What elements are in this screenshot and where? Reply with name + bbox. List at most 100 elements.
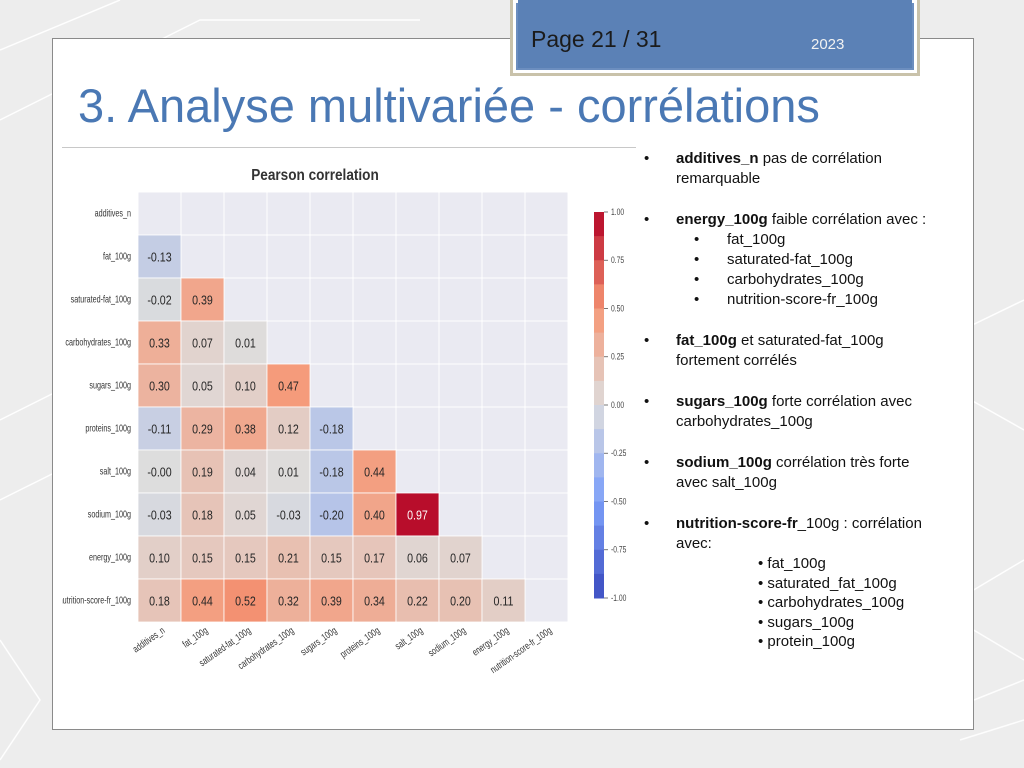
bullet-text: faible corrélation avec : [767,211,927,228]
cell-value-label: -0.02 [147,292,171,307]
colorbar-tick-label: -0.75 [611,545,627,555]
cell-value-label: 0.40 [364,507,385,522]
bullet-keyword: sugars_100g [676,393,768,410]
colorbar-segment [594,549,604,575]
cell-value-label: 0.39 [321,593,342,608]
sub-bullet-text: fat_100g [727,231,786,248]
heatmap-cell [309,449,354,494]
y-tick-label: proteins_100g [85,422,131,433]
bullet-dot: • [644,393,650,410]
bullet-text: et saturated-fat_100g fortement corrélés [676,332,884,369]
colorbar-segment [594,332,604,358]
heatmap-cell [309,578,354,623]
bullet-keyword: nutrition-score-fr [676,515,798,532]
cell-value-label: 0.17 [364,550,385,565]
colorbar-segment [594,212,604,237]
bullet-item: • energy_100g faible corrélation avec : • f… [644,210,944,310]
sub-bullet-text: saturated-fat_100g [727,251,853,268]
bullet-keyword: fat_100g [676,332,737,349]
y-tick-label: carbohydrates_100g [65,336,131,347]
heatmap-cell [309,406,354,451]
heatmap-cell [223,449,268,494]
cell-value-label: 0.05 [192,378,213,393]
bullet-dot: • [644,454,650,471]
y-tick-label: fat_100g [103,250,131,261]
heatmap-cell [180,320,225,365]
cell-value-label: 0.33 [149,335,170,350]
colorbar-segment [594,236,604,261]
cell-value-label: 0.12 [278,421,299,436]
page-year: 2023 [811,36,845,53]
heatmap-cell [180,449,225,494]
heatmap-cell [352,578,397,623]
cell-value-label: 0.01 [235,335,256,350]
cell-value-label: 0.06 [407,550,428,565]
colorbar-segment [594,356,604,382]
bullet-keyword: energy_100g [676,211,768,228]
cell-value-label: 0.18 [192,507,213,522]
heatmap-cell [438,535,483,580]
cell-value-label: 0.47 [278,378,299,393]
bullet-text: _100g : corrélation avec: [676,515,922,552]
colorbar-segment [594,477,604,502]
cell-value-label: 0.07 [192,335,213,350]
cell-value-label: -0.18 [319,464,344,479]
sub-bullet-text: • protein_100g [758,633,855,650]
colorbar-segment [594,308,604,334]
cell-value-label: 0.32 [278,593,299,608]
bullet-text: pas de corrélation remarquable [676,150,882,187]
colorbar-tick-label: 1.00 [611,207,625,217]
cell-value-label: 0.18 [149,593,170,608]
colorbar-tick-label: -0.50 [611,497,627,507]
cell-value-label: -0.18 [319,421,344,436]
heatmap-cell [352,449,397,494]
sub-bullet-dot: • [694,231,700,248]
bullet-dot: • [644,150,650,167]
sub-bullet-item: • carbohydrates_100g [676,270,944,290]
cell-value-label: 0.44 [192,593,213,608]
heatmap-cell [137,492,182,537]
colorbar-segment [594,501,604,527]
heatmap-cell [137,363,182,408]
colorbar-tick-label: -1.00 [611,593,627,603]
y-tick-label: sugars_100g [89,379,131,390]
colorbar-segment [594,573,604,599]
cell-value-label: -0.03 [276,507,301,522]
heatmap-cell [266,406,311,451]
colorbar-tick-label: 0.75 [611,255,625,265]
sub-bullet-dot: • [694,291,700,308]
colorbar-tick-label: 0.00 [611,400,625,410]
correlation-heatmap: Pearson correlation -0.13 -0.02 0.39 0.33 0.… [62,152,637,697]
bullet-dot: • [644,515,650,532]
cell-value-label: 0.05 [235,507,256,522]
colorbar-tick-label: 0.50 [611,304,625,314]
bullet-item: • nutrition-score-fr_100g : corrélation a… [644,514,944,652]
title-divider [62,147,636,148]
heatmap-cell [180,363,225,408]
cell-value-label: -0.20 [319,507,344,522]
cell-value-label: 0.34 [364,593,385,608]
page-header-box: Page 21 / 31 2023 [510,0,920,76]
colorbar-segment [594,525,604,551]
bullet-item: • additives_n pas de corrélation remarqua… [644,149,944,189]
heatmap-cell [223,406,268,451]
heatmap-cell [223,363,268,408]
colorbar-segment [594,260,604,285]
heatmap-cell [438,578,483,623]
heatmap-cell [180,492,225,537]
heatmap-cell [266,578,311,623]
cell-value-label: 0.11 [494,593,514,608]
heatmap-cell [395,535,440,580]
heatmap-cell [223,535,268,580]
cell-value-label: 0.15 [192,550,213,565]
bullet-keyword: sodium_100g [676,454,772,471]
bullet-dot: • [644,332,650,349]
y-tick-label: energy_100g [89,551,131,562]
heatmap-cell [481,578,526,623]
colorbar-segment [594,405,604,430]
sub-bullet-dot: • [694,271,700,288]
cell-value-label: 0.15 [235,550,256,565]
heatmap-cell [137,277,182,322]
y-tick-label: additives_n [95,207,132,218]
cell-value-label: 0.44 [364,464,385,479]
